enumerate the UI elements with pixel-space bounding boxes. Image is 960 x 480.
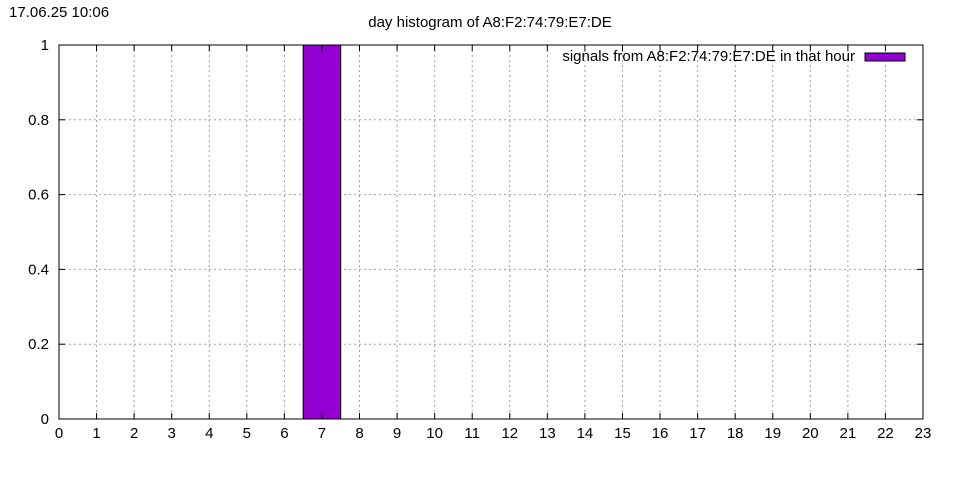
axis-ticks xyxy=(58,44,924,420)
x-tick-label: 7 xyxy=(318,425,326,442)
bar-hour-7 xyxy=(302,44,342,420)
x-tick-label: 18 xyxy=(727,425,744,442)
y-tick-label: 1 xyxy=(41,37,49,54)
x-tick-label: 12 xyxy=(501,425,518,442)
y-tick-label: 0.4 xyxy=(28,261,49,278)
x-tick-label: 23 xyxy=(915,425,932,442)
chart-title: day histogram of A8:F2:74:79:E7:DE xyxy=(368,14,611,31)
timestamp: 17.06.25 10:06 xyxy=(9,4,110,21)
x-tick-label: 9 xyxy=(393,425,401,442)
x-tick-label: 22 xyxy=(877,425,894,442)
y-tick-label: 0.6 xyxy=(28,187,49,204)
x-tick-label: 14 xyxy=(577,425,594,442)
x-tick-label: 1 xyxy=(92,425,100,442)
legend-swatch xyxy=(864,52,906,62)
bars xyxy=(302,44,342,420)
x-tick-label: 10 xyxy=(426,425,443,442)
x-tick-label: 19 xyxy=(764,425,781,442)
legend-label: signals from A8:F2:74:79:E7:DE in that h… xyxy=(562,48,855,65)
x-tick-label: 0 xyxy=(55,425,63,442)
x-tick-label: 5 xyxy=(243,425,251,442)
x-tick-label: 17 xyxy=(689,425,706,442)
x-tick-label: 16 xyxy=(652,425,669,442)
x-tick-label: 3 xyxy=(168,425,176,442)
plot-frame xyxy=(58,44,924,420)
legend: signals from A8:F2:74:79:E7:DE in that h… xyxy=(562,48,906,65)
y-tick-label: 0 xyxy=(41,411,49,428)
x-tick-label: 20 xyxy=(802,425,819,442)
x-tick-label: 21 xyxy=(840,425,857,442)
x-tick-label: 2 xyxy=(130,425,138,442)
x-tick-label: 13 xyxy=(539,425,556,442)
x-tick-label: 4 xyxy=(205,425,213,442)
x-tick-label: 15 xyxy=(614,425,631,442)
x-tick-label: 8 xyxy=(355,425,363,442)
y-tick-label: 0.8 xyxy=(28,112,49,129)
x-axis-labels: 0 1 2 3 4 5 6 7 8 9 10 11 12 13 14 15 16 17 18 19 20 21 22 23 xyxy=(55,425,932,442)
grid xyxy=(59,45,923,419)
y-axis-labels: 0 0.2 0.4 0.6 0.8 1 xyxy=(28,37,49,428)
y-tick-label: 0.2 xyxy=(28,336,49,353)
x-tick-label: 11 xyxy=(464,425,480,442)
x-tick-label: 6 xyxy=(280,425,288,442)
